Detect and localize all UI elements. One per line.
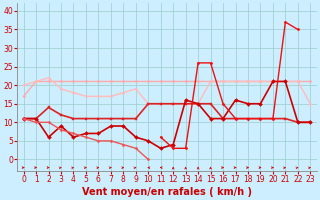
X-axis label: Vent moyen/en rafales ( km/h ): Vent moyen/en rafales ( km/h ): [82, 187, 252, 197]
